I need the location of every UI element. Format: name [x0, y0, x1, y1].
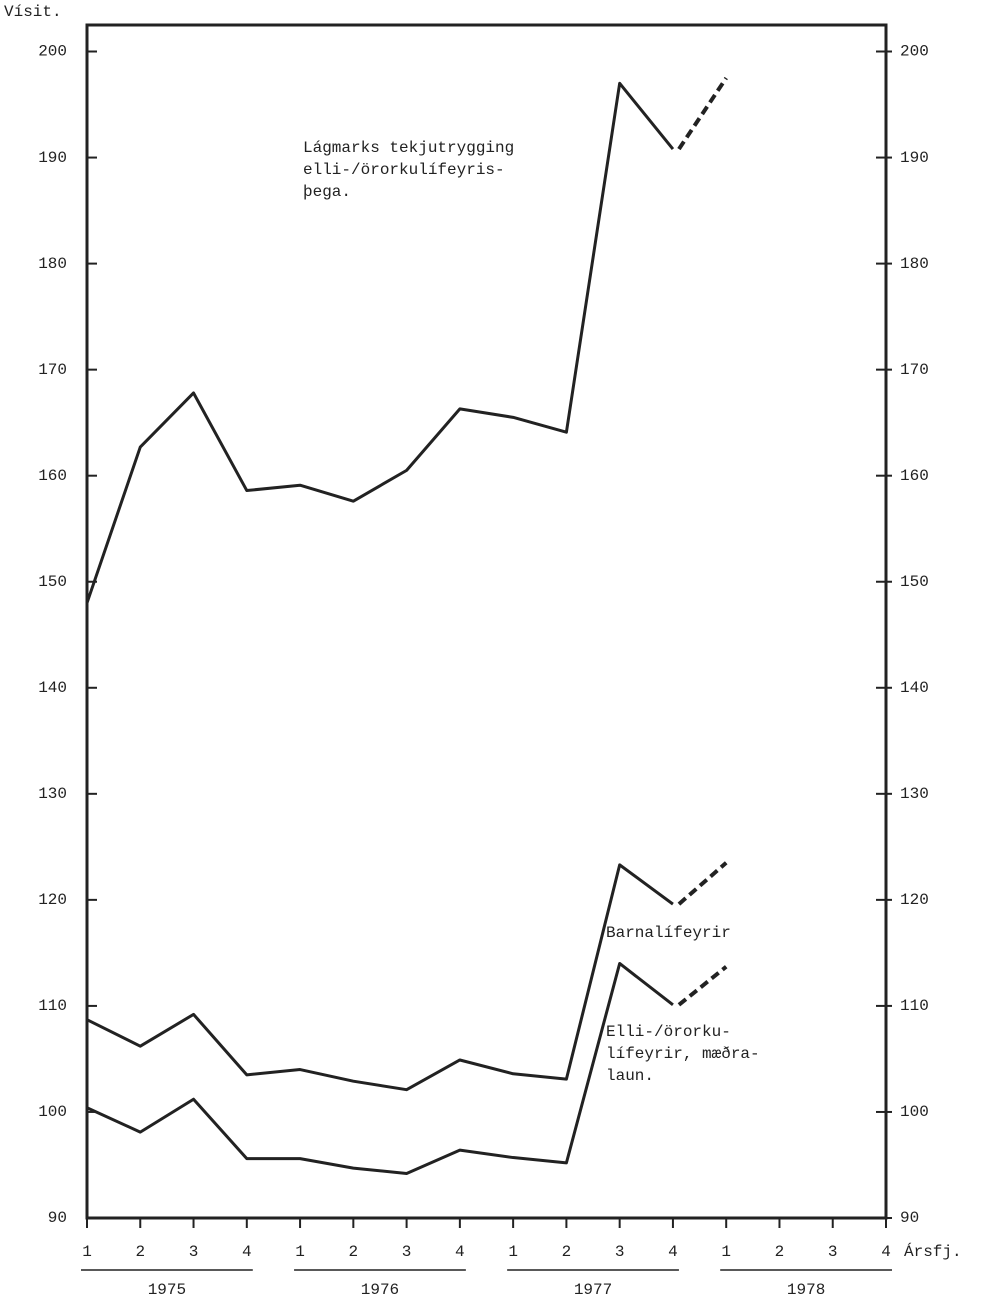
series-line	[86, 961, 674, 1175]
y2-tick-label: 140	[900, 679, 929, 697]
x-tick-label: 1	[508, 1243, 518, 1261]
y2-tick-label: 150	[900, 573, 929, 591]
y-tick-label: 190	[38, 149, 67, 167]
y-tick-label: 200	[38, 43, 67, 61]
plot-frame	[85, 23, 888, 1220]
y-tick-label: 110	[38, 997, 67, 1015]
y2-tick-label: 180	[900, 255, 929, 273]
y2-tick-label: 190	[900, 149, 929, 167]
x-tick-label: 2	[562, 1243, 572, 1261]
y2-tick-label: 100	[900, 1103, 929, 1121]
series-label: laun.	[606, 1067, 654, 1085]
series-label: Lágmarks tekjutrygging	[303, 139, 514, 157]
x-tick-label: 3	[189, 1243, 199, 1261]
x-tick-label: 1	[82, 1243, 92, 1261]
y2-tick-label: 120	[900, 891, 929, 909]
x-axis-title: Ársfj.	[904, 1242, 962, 1261]
x-tick-label: 4	[881, 1243, 891, 1261]
y-tick-label: 170	[38, 361, 67, 379]
series-line	[86, 863, 674, 1092]
y-tick-label: 150	[38, 573, 67, 591]
y-tick-label: 140	[38, 679, 67, 697]
series-label: lífeyrir, mæðra-	[606, 1045, 760, 1063]
y2-tick-label: 170	[900, 361, 929, 379]
y-axis-title: Vísit.	[4, 3, 62, 21]
series-line	[85, 81, 675, 604]
x-tick-label: 4	[455, 1243, 465, 1261]
y2-tick-label: 90	[900, 1209, 919, 1227]
x-tick-label: 4	[668, 1243, 678, 1261]
year-label: 1975	[148, 1281, 186, 1299]
series-label: elli-/örorkulífeyris-	[303, 161, 505, 179]
x-tick-label: 3	[402, 1243, 412, 1261]
projection-line	[677, 861, 728, 906]
series-label: þega.	[303, 183, 351, 201]
projection-line	[677, 76, 728, 151]
x-tick-label: 2	[775, 1243, 785, 1261]
year-label: 1977	[574, 1281, 612, 1299]
y2-tick-label: 110	[900, 997, 929, 1015]
x-tick-label: 3	[828, 1243, 838, 1261]
x-tick-label: 1	[721, 1243, 731, 1261]
y-tick-label: 160	[38, 467, 67, 485]
x-tick-label: 4	[242, 1243, 252, 1261]
projection-line	[677, 965, 728, 1007]
year-label: 1976	[361, 1281, 399, 1299]
y2-tick-label: 200	[900, 43, 929, 61]
x-tick-label: 1	[295, 1243, 305, 1261]
y-tick-label: 120	[38, 891, 67, 909]
series-label: Elli-/örorku-	[606, 1023, 731, 1041]
y-tick-label: 100	[38, 1103, 67, 1121]
y2-tick-label: 160	[900, 467, 929, 485]
y-tick-label: 90	[48, 1209, 67, 1227]
x-tick-label: 2	[349, 1243, 359, 1261]
y2-tick-label: 130	[900, 785, 929, 803]
series-label: Barnalífeyrir	[606, 924, 731, 942]
x-tick-label: 2	[135, 1243, 145, 1261]
y-tick-label: 130	[38, 785, 67, 803]
x-tick-label: 3	[615, 1243, 625, 1261]
year-label: 1978	[787, 1281, 825, 1299]
y-tick-label: 180	[38, 255, 67, 273]
